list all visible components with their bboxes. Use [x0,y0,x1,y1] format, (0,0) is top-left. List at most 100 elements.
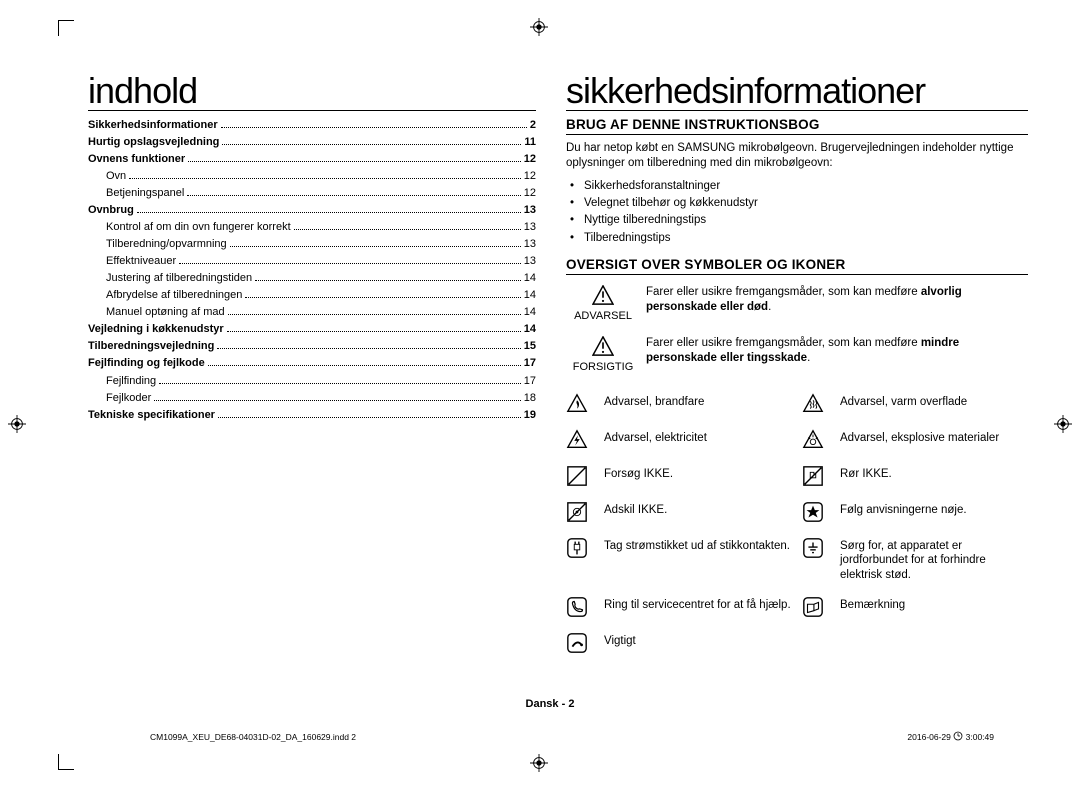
toc-page: 18 [524,390,536,407]
toc-page: 14 [524,270,536,287]
icon-caption: Advarsel, brandfare [604,393,792,409]
toc-page: 12 [524,185,536,202]
toc-row: Ovnbrug 13 [88,202,536,219]
toc-leader-dots [188,161,521,162]
toc-page: 13 [524,236,536,253]
toc-leader-dots [245,297,520,298]
toc-row: Sikkerhedsinformationer 2 [88,117,536,134]
left-column: indhold Sikkerhedsinformationer 2Hurtig o… [88,72,536,654]
toc-label: Tilberedning/opvarmning [88,236,227,253]
important-icon [566,632,588,654]
toc-label: Tilberedningsvejledning [88,338,214,355]
icon-caption: Vigtigt [604,632,792,648]
toc-row: Kontrol af om din ovn fungerer korrekt 13 [88,219,536,236]
advarsel-label: ADVARSEL [566,310,640,322]
icon-caption: Ring til servicecentret for at få hjælp. [604,596,792,612]
toc-leader-dots [129,178,521,179]
toc-row: Vejledning i køkkenudstyr14 [88,321,536,338]
toc-row: Justering af tilberedningstiden 14 [88,270,536,287]
toc-label: Ovnens funktioner [88,151,185,168]
symbols-subheading: OVERSIGT OVER SYMBOLER OG IKONER [566,257,1028,275]
toc-label: Kontrol af om din ovn fungerer korrekt [88,219,291,236]
toc-leader-dots [137,212,521,213]
grounding-icon [802,537,824,559]
follow-instructions-icon [802,501,824,523]
toc-label: Fejlfinding og fejlkode [88,355,205,372]
toc-page: 13 [524,253,536,270]
toc-label: Tekniske specifikationer [88,407,215,424]
toc-leader-dots [154,400,521,401]
toc-leader-dots [179,263,521,264]
explosive-warning-icon [802,429,824,451]
caution-triangle-icon [592,336,614,356]
unplug-icon [566,537,588,559]
toc-page: 13 [524,202,536,219]
hot-surface-warning-icon [802,393,824,415]
warning-definitions: ADVARSEL Farer eller usikre fremgangsmåd… [566,281,1028,383]
toc-leader-dots [255,280,521,281]
forsigtig-cell: FORSIGTIG [566,332,646,383]
registration-mark-right [1054,415,1072,433]
toc-label: Effektniveauer [88,253,176,270]
toc-label: Sikkerhedsinformationer [88,117,218,134]
icon-caption: Forsøg IKKE. [604,465,792,481]
advarsel-cell: ADVARSEL [566,281,646,332]
toc-page: 17 [524,355,536,372]
toc-label: Betjeningspanel [88,185,184,202]
toc-row: Fejlkoder18 [88,390,536,407]
icon-caption: Rør IKKE. [840,465,1028,481]
toc-label: Fejlfinding [88,373,156,390]
toc-page: 17 [524,373,536,390]
toc-row: Tekniske specifikationer19 [88,407,536,424]
toc-leader-dots [217,348,520,349]
toc-page: 14 [524,321,536,338]
icon-caption: Følg anvisningerne nøje. [840,501,1028,517]
toc-row: Fejlfinding 17 [88,373,536,390]
table-of-contents: Sikkerhedsinformationer 2Hurtig opslagsve… [88,117,536,424]
toc-row: Effektniveauer 13 [88,253,536,270]
usage-subheading: BRUG AF DENNE INSTRUKTIONSBOG [566,117,1028,135]
toc-leader-dots [208,365,521,366]
footer-timestamp: 2016-06-29 3:00:49 [907,731,994,742]
toc-leader-dots [228,314,521,315]
toc-leader-dots [159,383,521,384]
toc-row: Betjeningspanel 12 [88,185,536,202]
note-icon [802,596,824,618]
toc-page: 14 [524,287,536,304]
toc-row: Ovn12 [88,168,536,185]
toc-label: Ovn [88,168,126,185]
do-not-touch-icon [802,465,824,487]
toc-row: Afbrydelse af tilberedningen14 [88,287,536,304]
fire-warning-icon [566,393,588,415]
toc-page: 11 [524,134,536,151]
page-number: Dansk - 2 [60,698,1040,710]
toc-row: Ovnens funktioner 12 [88,151,536,168]
toc-row: Tilberedningsvejledning 15 [88,338,536,355]
toc-page: 12 [524,151,536,168]
toc-row: Fejlfinding og fejlkode 17 [88,355,536,372]
page-container: indhold Sikkerhedsinformationer 2Hurtig o… [60,22,1040,768]
toc-page: 2 [530,117,536,134]
forsigtig-label: FORSIGTIG [566,361,640,373]
toc-heading: indhold [88,72,536,111]
forsigtig-text: Farer eller usikre fremgangsmåder, som k… [646,332,1028,383]
do-not-attempt-icon [566,465,588,487]
toc-leader-dots [222,144,521,145]
bullet-item: Sikkerhedsforanstaltninger [584,178,1028,195]
footer-filename: CM1099A_XEU_DE68-04031D-02_DA_160629.ind… [150,732,356,742]
icon-caption: Sørg for, at apparatet er jordforbundet … [840,537,1028,582]
advarsel-text: Farer eller usikre fremgangsmåder, som k… [646,281,1028,332]
bullet-item: Tilberedningstips [584,230,1028,247]
toc-page: 15 [524,338,536,355]
toc-leader-dots [221,127,527,128]
toc-page: 13 [524,219,536,236]
icon-caption: Tag strømstikket ud af stikkontakten. [604,537,792,553]
toc-row: Hurtig opslagsvejledning11 [88,134,536,151]
toc-label: Justering af tilberedningstiden [88,270,252,287]
toc-label: Ovnbrug [88,202,134,219]
icon-caption: Advarsel, varm overflade [840,393,1028,409]
call-service-icon [566,596,588,618]
toc-leader-dots [187,195,520,196]
two-column-layout: indhold Sikkerhedsinformationer 2Hurtig o… [60,22,1040,654]
bullet-item: Velegnet tilbehør og køkkenudstyr [584,195,1028,212]
